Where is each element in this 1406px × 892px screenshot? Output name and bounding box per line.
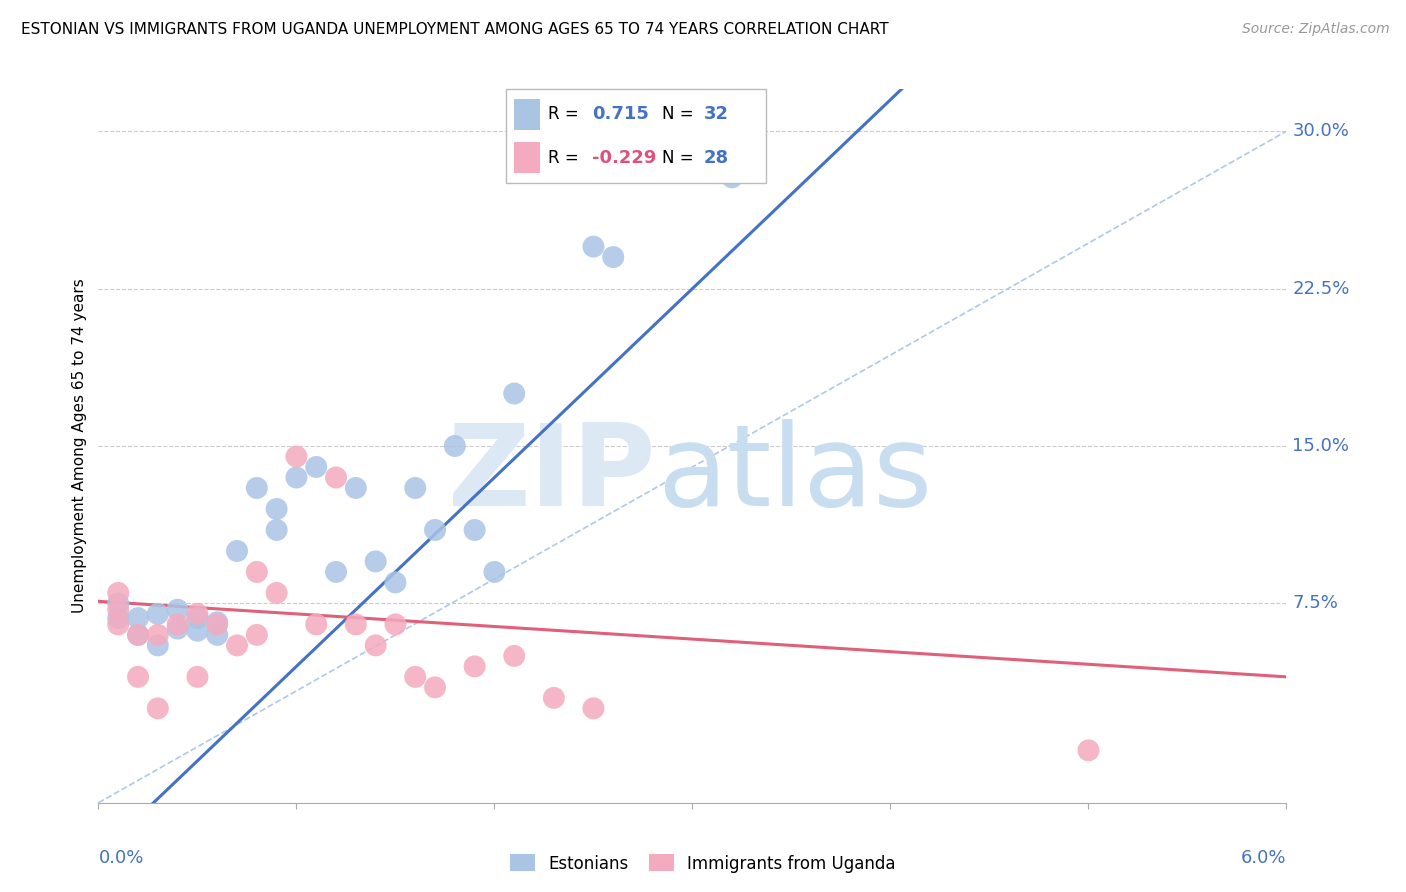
Point	[503, 386, 526, 401]
Point	[464, 659, 486, 673]
Point	[325, 565, 347, 579]
Point	[325, 470, 347, 484]
Point	[305, 460, 328, 475]
Point	[107, 603, 129, 617]
Point	[266, 502, 288, 516]
Text: 0.0%: 0.0%	[98, 849, 143, 867]
Point	[107, 596, 129, 610]
Point	[266, 586, 288, 600]
Point	[285, 470, 308, 484]
Point	[404, 670, 426, 684]
Point	[602, 250, 624, 264]
Y-axis label: Unemployment Among Ages 65 to 74 years: Unemployment Among Ages 65 to 74 years	[72, 278, 87, 614]
Text: 28: 28	[704, 149, 728, 167]
Point	[207, 617, 229, 632]
Point	[423, 681, 446, 695]
Point	[107, 617, 129, 632]
Text: R =: R =	[548, 149, 578, 167]
Bar	[515, 98, 540, 130]
FancyBboxPatch shape	[506, 89, 766, 183]
Point	[127, 628, 149, 642]
Point	[384, 575, 406, 590]
Point	[246, 628, 269, 642]
Text: 15.0%: 15.0%	[1292, 437, 1350, 455]
Point	[384, 617, 406, 632]
Point	[246, 481, 269, 495]
Legend: Estonians, Immigrants from Uganda: Estonians, Immigrants from Uganda	[503, 847, 903, 880]
Text: Source: ZipAtlas.com: Source: ZipAtlas.com	[1241, 22, 1389, 37]
Point	[503, 648, 526, 663]
Point	[186, 611, 208, 625]
Point	[186, 670, 208, 684]
Point	[166, 622, 188, 636]
Point	[444, 439, 467, 453]
Text: 32: 32	[704, 105, 728, 123]
Point	[127, 611, 149, 625]
Text: 22.5%: 22.5%	[1292, 279, 1350, 298]
Text: ZIP: ZIP	[449, 419, 657, 530]
Point	[166, 617, 188, 632]
Point	[127, 670, 149, 684]
Point	[166, 603, 188, 617]
Point	[721, 170, 744, 185]
Text: N =: N =	[662, 105, 693, 123]
Point	[364, 639, 387, 653]
Text: N =: N =	[662, 149, 693, 167]
Point	[1077, 743, 1099, 757]
Point	[146, 607, 169, 621]
Point	[107, 586, 129, 600]
Point	[543, 690, 565, 705]
Point	[146, 639, 169, 653]
Text: 30.0%: 30.0%	[1292, 122, 1350, 140]
Point	[484, 565, 506, 579]
Point	[305, 617, 328, 632]
Point	[404, 481, 426, 495]
Point	[226, 544, 249, 558]
Text: 0.715: 0.715	[592, 105, 650, 123]
Point	[226, 639, 249, 653]
Bar	[515, 142, 540, 173]
Point	[207, 628, 229, 642]
Text: ESTONIAN VS IMMIGRANTS FROM UGANDA UNEMPLOYMENT AMONG AGES 65 TO 74 YEARS CORREL: ESTONIAN VS IMMIGRANTS FROM UGANDA UNEMP…	[21, 22, 889, 37]
Point	[146, 628, 169, 642]
Point	[423, 523, 446, 537]
Point	[186, 624, 208, 638]
Text: atlas: atlas	[657, 419, 932, 530]
Text: 7.5%: 7.5%	[1292, 594, 1339, 613]
Point	[127, 628, 149, 642]
Text: -0.229: -0.229	[592, 149, 657, 167]
Point	[344, 617, 367, 632]
Text: 6.0%: 6.0%	[1241, 849, 1286, 867]
Point	[146, 701, 169, 715]
Text: R =: R =	[548, 105, 578, 123]
Point	[681, 161, 703, 176]
Point	[107, 611, 129, 625]
Point	[207, 615, 229, 630]
Point	[464, 523, 486, 537]
Point	[582, 701, 605, 715]
Point	[246, 565, 269, 579]
Point	[285, 450, 308, 464]
Point	[266, 523, 288, 537]
Point	[344, 481, 367, 495]
Point	[582, 239, 605, 253]
Point	[186, 607, 208, 621]
Point	[364, 554, 387, 568]
